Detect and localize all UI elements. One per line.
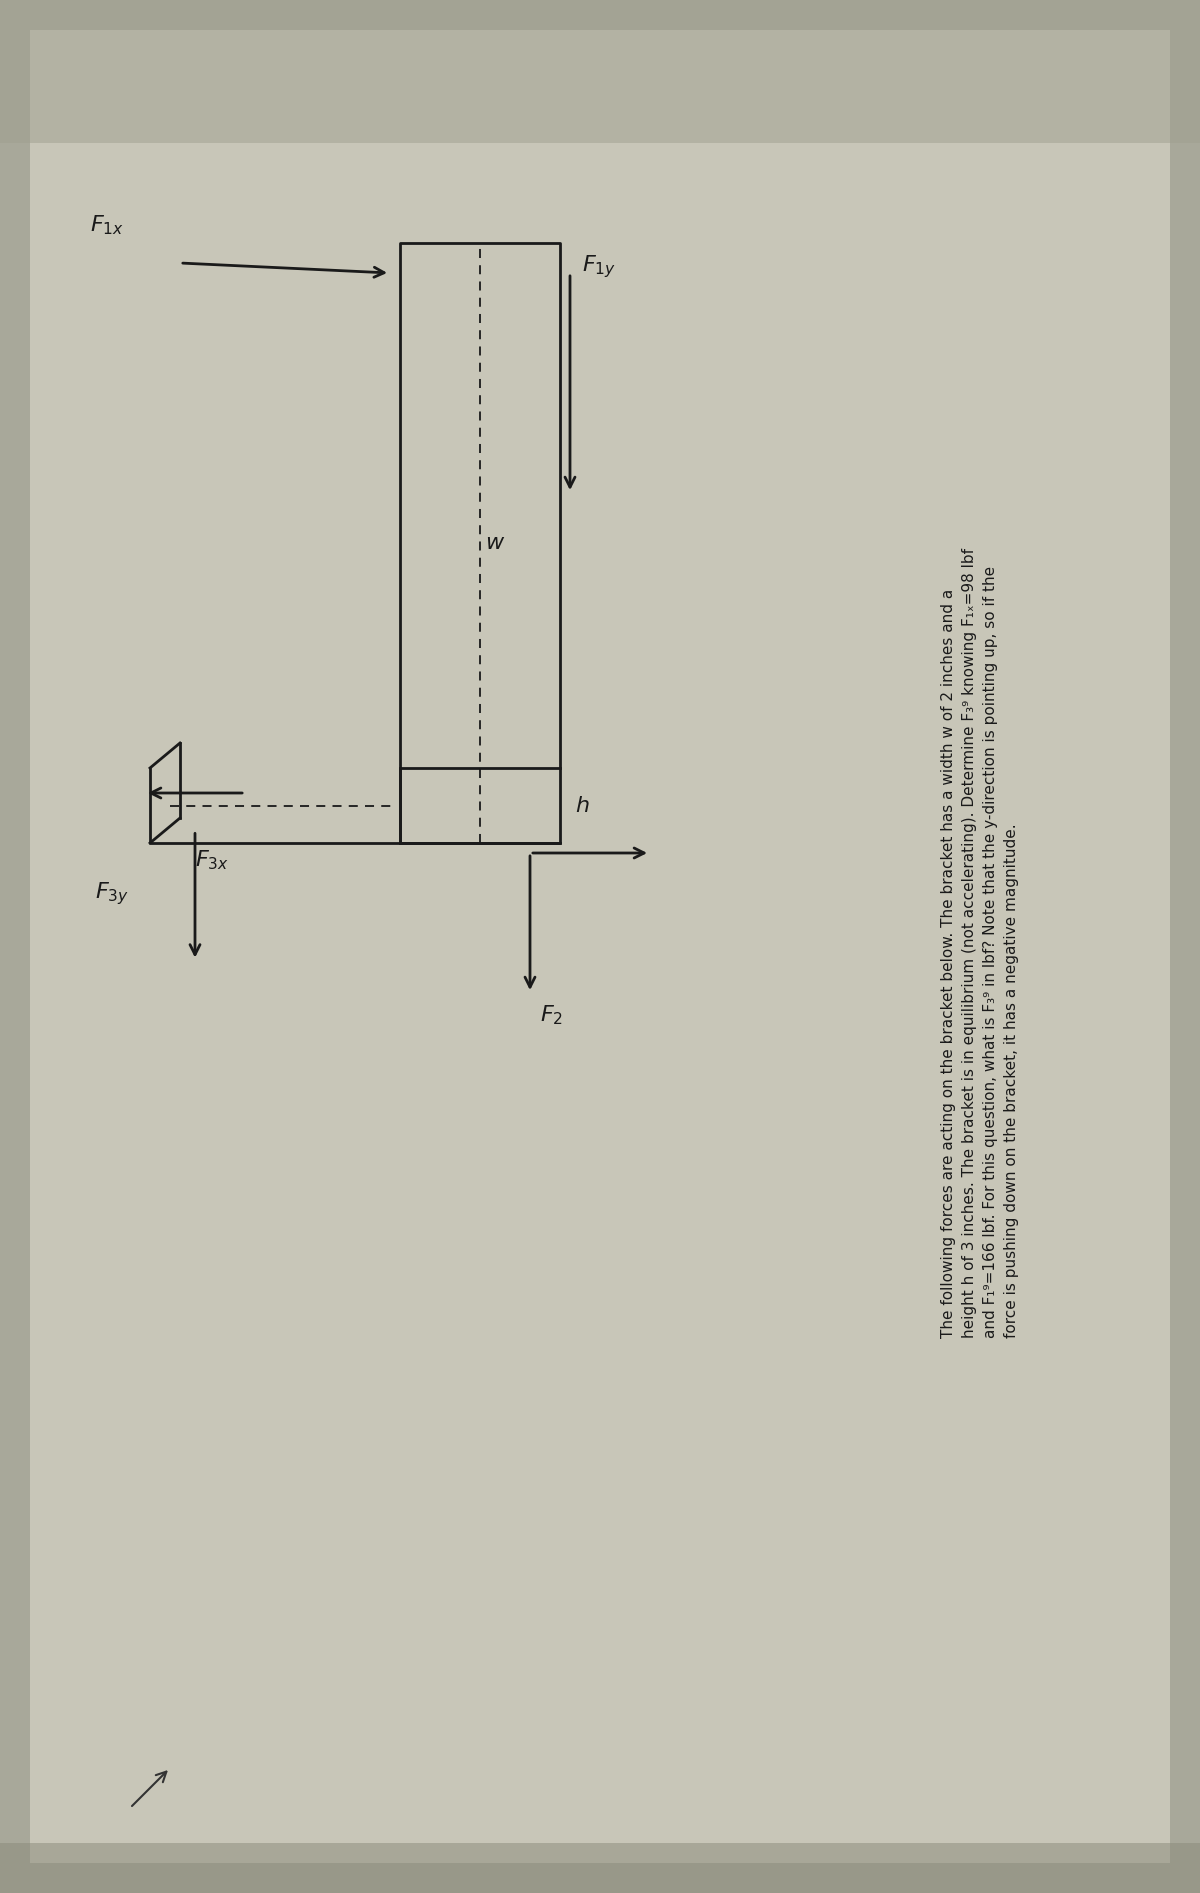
Text: $F_{3y}$: $F_{3y}$ [95, 880, 130, 907]
Text: The following forces are acting on the bracket below. The bracket has a width w : The following forces are acting on the b… [941, 547, 1019, 1338]
FancyBboxPatch shape [0, 0, 1200, 144]
Text: h: h [575, 795, 589, 816]
Text: $F_2$: $F_2$ [540, 1003, 563, 1026]
Text: $F_{3x}$: $F_{3x}$ [194, 848, 229, 871]
Text: w: w [485, 534, 503, 553]
FancyBboxPatch shape [0, 1844, 1200, 1893]
FancyBboxPatch shape [30, 30, 1170, 1863]
Text: $F_{1y}$: $F_{1y}$ [582, 254, 616, 280]
Text: $F_{1x}$: $F_{1x}$ [90, 214, 124, 237]
